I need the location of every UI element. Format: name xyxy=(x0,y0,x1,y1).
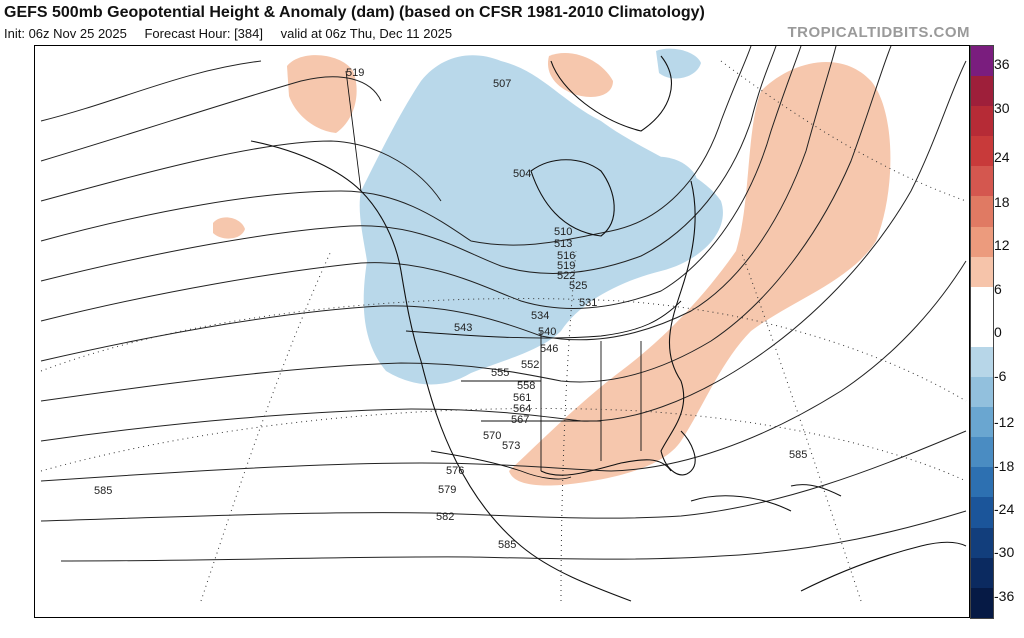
anomaly-pos-greenland xyxy=(547,52,613,97)
contour-label: 576 xyxy=(446,465,464,477)
colorbar-segment xyxy=(971,196,993,227)
greenland xyxy=(550,55,672,132)
contour-label: 522 xyxy=(557,270,575,282)
colorbar-tick-label: -6 xyxy=(994,368,1007,384)
colorbar-tick-label: 12 xyxy=(994,237,1010,253)
colorbar-tick-label: 30 xyxy=(994,100,1010,116)
contour-label: 525 xyxy=(569,280,587,292)
colorbar-tick-label: -18 xyxy=(994,458,1015,474)
chart-subtitle: Init: 06z Nov 25 2025 Forecast Hour: [38… xyxy=(4,26,466,41)
contour-label: 519 xyxy=(346,67,364,79)
brand-watermark: TROPICALTIDBITS.COM xyxy=(787,24,970,41)
colorbar-tick-label: 18 xyxy=(994,194,1010,210)
contour-label-group: 519 507 504 510 513 516 519 522 525 531 … xyxy=(94,67,807,551)
colorbar-segment xyxy=(971,286,993,317)
east-coast xyxy=(660,180,696,476)
contour-label: 561 xyxy=(513,392,531,404)
borders xyxy=(345,70,682,480)
anomaly-neg-labrador xyxy=(613,156,697,212)
hispaniola xyxy=(790,484,842,497)
anomaly-colorbar xyxy=(970,45,994,619)
colorbar-tick-label: -30 xyxy=(994,544,1015,560)
lat-lon-grid xyxy=(40,60,967,602)
colorbar-segment xyxy=(971,407,993,438)
contour-label: 570 xyxy=(483,430,501,442)
forecast-hour: Forecast Hour: [384] xyxy=(144,26,263,41)
contour-label: 558 xyxy=(517,380,535,392)
colorbar-tick-label: 6 xyxy=(994,281,1002,297)
positive-anomaly-areas xyxy=(213,52,891,486)
colorbar-segment xyxy=(971,527,993,558)
colorbar-tick-label: -36 xyxy=(994,588,1015,604)
negative-anomaly-areas xyxy=(359,48,723,385)
contour-label: 555 xyxy=(491,367,509,379)
anomaly-neg-canada xyxy=(359,55,723,385)
colorbar-segment xyxy=(971,226,993,257)
map-svg: 519 507 504 510 513 516 519 522 525 531 … xyxy=(40,46,967,602)
colorbar-segment xyxy=(971,316,993,347)
contour-label: 567 xyxy=(511,414,529,426)
colorbar-segment xyxy=(971,166,993,197)
contour-label: 582 xyxy=(436,511,454,523)
state-lines xyxy=(461,331,642,471)
height-contours xyxy=(40,46,967,562)
init-time: Init: 06z Nov 25 2025 xyxy=(4,26,127,41)
anomaly-neg-arctic xyxy=(656,48,701,79)
contour-label: 573 xyxy=(502,440,520,452)
contour-label: 510 xyxy=(554,226,572,238)
colorbar-tick-label: 24 xyxy=(994,149,1010,165)
colorbar-segment xyxy=(971,587,993,618)
contour-label: 546 xyxy=(540,343,558,355)
contour-label: 534 xyxy=(531,310,549,322)
contour-label: 552 xyxy=(521,359,539,371)
contour-label: 543 xyxy=(454,322,472,334)
anomaly-pos-atlantic xyxy=(509,62,891,486)
contour-label: 531 xyxy=(579,297,597,309)
colorbar-segment xyxy=(971,46,993,77)
colorbar-segment xyxy=(971,497,993,528)
colorbar-segment xyxy=(971,557,993,588)
colorbar-segment xyxy=(971,136,993,167)
colorbar-segment xyxy=(971,467,993,498)
colorbar-segment xyxy=(971,346,993,378)
contour-label: 585 xyxy=(498,539,516,551)
alaska-border xyxy=(345,70,362,192)
contour-label: 504 xyxy=(513,168,531,180)
contour-label: 564 xyxy=(513,403,531,415)
us-canada-border xyxy=(405,300,682,339)
colorbar-tick-label: -12 xyxy=(994,414,1015,430)
colorbar-tick-labels: 36 30 24 18 12 6 0 -6 -12 -18 -24 -30 -36 xyxy=(994,45,1024,617)
gulf-coast xyxy=(540,459,672,476)
colorbar-tick-label: 36 xyxy=(994,56,1010,72)
colorbar-segment xyxy=(971,377,993,408)
colorbar-segment xyxy=(971,76,993,107)
colorbar-segment xyxy=(971,437,993,468)
colorbar-tick-label: -24 xyxy=(994,501,1015,517)
contour-label: 579 xyxy=(438,484,456,496)
contour-label: 519 xyxy=(557,260,575,272)
colorbar-tick-label: 0 xyxy=(994,324,1002,340)
contour-label: 513 xyxy=(554,238,572,250)
contour-label: 516 xyxy=(557,250,575,262)
cuba xyxy=(690,495,792,512)
contour-label: 540 xyxy=(538,326,556,338)
contour-label: 507 xyxy=(493,78,511,90)
map-panel: 519 507 504 510 513 516 519 522 525 531 … xyxy=(34,45,970,618)
hudson-bay xyxy=(530,159,615,237)
contour-label: 585 xyxy=(94,485,112,497)
valid-time: valid at 06z Thu, Dec 11 2025 xyxy=(280,26,453,41)
us-mexico-border xyxy=(430,450,572,480)
colorbar-segment xyxy=(971,256,993,287)
anomaly-pos-alaska xyxy=(287,55,357,133)
chart-title: GEFS 500mb Geopotential Height & Anomaly… xyxy=(4,4,705,21)
anomaly-pos-pacific xyxy=(213,217,245,239)
contour-label: 585 xyxy=(789,449,807,461)
colorbar-segment xyxy=(971,106,993,137)
south-america-coast xyxy=(800,541,967,592)
